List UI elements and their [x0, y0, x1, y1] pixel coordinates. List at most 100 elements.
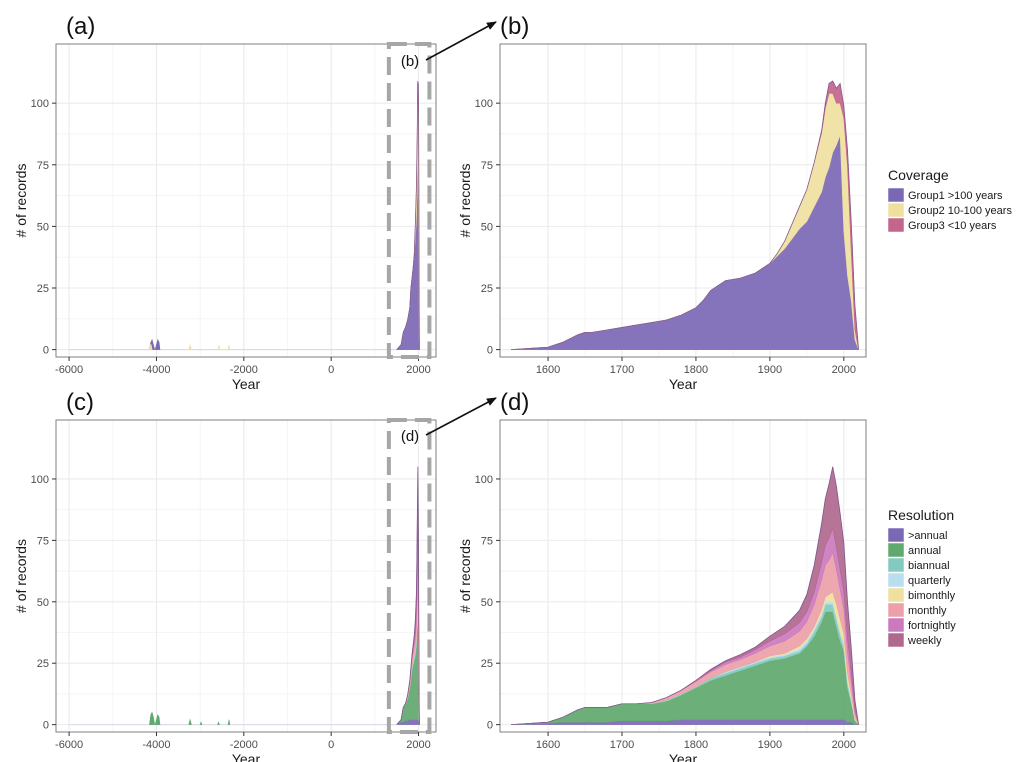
x-tick-label: 1900	[758, 364, 782, 376]
x-tick-label: 2000	[832, 364, 856, 376]
y-tick-label: 100	[31, 474, 49, 486]
y-tick-label: 25	[481, 658, 493, 670]
y-tick-label: 25	[481, 283, 493, 295]
x-tick-label: -6000	[55, 739, 83, 751]
y-axis-label: # of records	[457, 539, 473, 613]
legend-swatch	[887, 557, 905, 573]
early-area	[227, 719, 231, 725]
legend-swatch	[887, 587, 905, 603]
x-tick-label: 2000	[832, 739, 856, 751]
y-tick-label: 75	[481, 535, 493, 547]
legend-swatch	[887, 542, 905, 558]
x-tick-label: -4000	[142, 364, 170, 376]
y-tick-label: 75	[37, 160, 49, 172]
x-tick-label: 2000	[406, 739, 430, 751]
x-axis-label: Year	[232, 751, 261, 762]
plot-border	[55, 43, 437, 358]
early-area	[227, 344, 231, 350]
zoom-arrow	[425, 397, 497, 436]
y-axis-label: # of records	[457, 164, 473, 238]
x-tick-label: 2000	[406, 364, 430, 376]
legend-label: >annual	[908, 530, 947, 542]
panel-a: (a) -6000 -4000 -2000 0 2000 0 25 50 75 100 Year # o…	[13, 13, 497, 392]
legend-swatch	[887, 202, 905, 218]
y-axis-label: # of records	[13, 539, 29, 613]
x-tick-label: -4000	[142, 739, 170, 751]
legend-label: biannual	[908, 560, 950, 572]
stack-outline	[396, 80, 420, 350]
zoom-box-label: (d)	[401, 428, 419, 445]
plot-area	[69, 80, 420, 351]
y-tick-label: 75	[481, 160, 493, 172]
y-tick-label: 25	[37, 658, 49, 670]
y-tick-label: 50	[481, 597, 493, 609]
panel-label: (a)	[66, 13, 95, 40]
x-tick-label: 1700	[610, 739, 634, 751]
x-tick-label: 1600	[536, 364, 560, 376]
y-tick-label: 50	[481, 221, 493, 233]
plot-area	[511, 466, 860, 726]
legend-swatch	[887, 602, 905, 618]
zoom-box	[386, 418, 432, 734]
legend-resolution: Resolution >annual annual biannual quarterly…	[887, 507, 956, 648]
x-tick-label: 1600	[536, 739, 560, 751]
x-tick-label: -2000	[230, 739, 258, 751]
legend-swatch	[887, 617, 905, 633]
legend-swatch	[887, 187, 905, 203]
legend-label: Group1 >100 years	[908, 190, 1003, 202]
y-tick-label: 100	[475, 474, 493, 486]
y-axis-label: # of records	[13, 164, 29, 238]
y-tick-label: 0	[487, 345, 493, 357]
y-tick-label: 100	[31, 98, 49, 110]
legend-label: Group3 <10 years	[908, 220, 997, 232]
panel-d: (d) 1600 1700 1800 1900 2000 0 25 50 75 100 Year # o…	[457, 389, 867, 762]
plot-border	[499, 419, 867, 733]
early-area	[149, 711, 156, 725]
legend-label: monthly	[908, 605, 947, 617]
stack-outline	[396, 466, 420, 725]
plot-area	[69, 466, 420, 726]
early-area	[154, 713, 161, 725]
x-tick-label: -2000	[230, 364, 258, 376]
legend-label: bimonthly	[908, 590, 956, 602]
y-tick-label: 100	[475, 98, 493, 110]
legend-swatch	[887, 217, 905, 233]
early-area	[217, 721, 220, 725]
y-tick-label: 0	[43, 720, 49, 732]
early-area	[217, 344, 221, 350]
x-tick-label: 1900	[758, 739, 782, 751]
y-tick-label: 0	[487, 720, 493, 732]
panel-label: (d)	[500, 389, 529, 416]
y-tick-label: 50	[37, 597, 49, 609]
legend-swatch	[887, 632, 905, 648]
early-area	[148, 344, 153, 350]
stack-outline	[511, 80, 860, 351]
early-area	[154, 338, 161, 350]
plot-border	[55, 419, 437, 733]
x-tick-label: 0	[328, 364, 334, 376]
legend-label: weekly	[907, 635, 942, 647]
legend-title: Resolution	[888, 507, 954, 523]
early-area	[199, 721, 203, 725]
panel-b: (b) 1600 1700 1800 1900 2000 0 25 50 75 100 Year # o…	[457, 13, 867, 392]
y-tick-label: 75	[37, 535, 49, 547]
panel-label: (c)	[66, 389, 94, 416]
legend-coverage: Coverage Group1 >100 years Group2 10-100 y…	[887, 167, 1012, 233]
y-tick-label: 0	[43, 345, 49, 357]
plot-background	[56, 420, 436, 732]
stack-outline	[511, 466, 860, 726]
x-tick-label: 0	[328, 739, 334, 751]
plot-border	[499, 43, 867, 358]
zoom-box-label: (b)	[401, 53, 419, 70]
legend-label: quarterly	[908, 575, 951, 587]
legend-label: annual	[908, 545, 941, 557]
y-tick-label: 50	[37, 221, 49, 233]
legend-label: Group2 10-100 years	[908, 205, 1012, 217]
legend-swatch	[887, 572, 905, 588]
x-axis-label: Year	[232, 376, 261, 392]
x-tick-label: 1800	[684, 739, 708, 751]
x-tick-label: 1800	[684, 364, 708, 376]
plot-background	[56, 44, 436, 357]
legend-swatch	[887, 527, 905, 543]
